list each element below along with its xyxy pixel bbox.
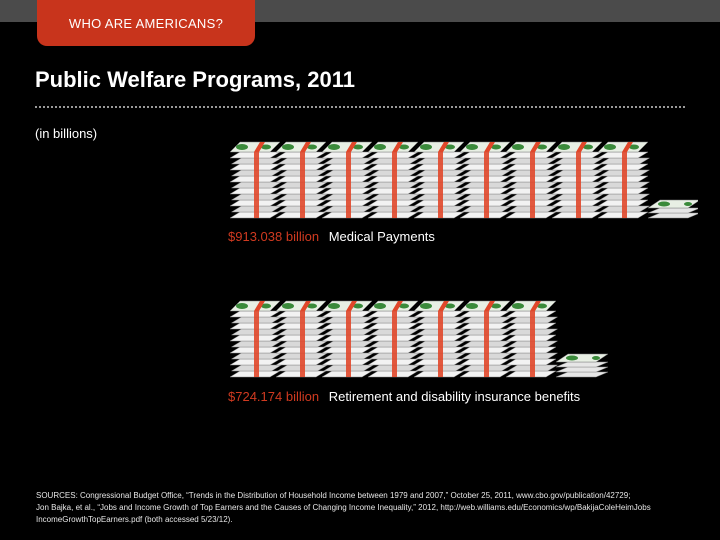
money-stack — [275, 300, 329, 378]
money-stack — [413, 300, 467, 378]
program-row-retirement: $724.174 billion Retirement and disabili… — [228, 389, 580, 404]
sources-footnote: SOURCES: Congressional Budget Office, “T… — [36, 490, 696, 526]
money-stack — [229, 300, 283, 378]
money-stack — [275, 141, 329, 219]
sources-line: IncomeGrowthTopEarners.pdf (both accesse… — [36, 515, 233, 524]
page-title: Public Welfare Programs, 2011 — [35, 67, 355, 92]
money-stacks-retirement — [229, 300, 609, 378]
money-stack — [597, 141, 651, 219]
program-label: Retirement and disability insurance bene… — [328, 389, 581, 404]
sources-line: SOURCES: Congressional Budget Office, “T… — [36, 491, 631, 500]
money-stack — [229, 141, 283, 219]
money-stack — [505, 300, 559, 378]
program-row-medical: $913.038 billion Medical Payments — [228, 229, 435, 244]
program-label: Medical Payments — [328, 229, 435, 244]
money-stack — [367, 141, 421, 219]
program-amount: $724.174 billion — [228, 389, 320, 404]
sources-line: Jon Bajka, et al., “Jobs and Income Grow… — [36, 503, 651, 512]
money-stack — [505, 141, 559, 219]
money-stacks-medical — [229, 141, 698, 219]
section-tab: WHO ARE AMERICANS? — [37, 0, 255, 46]
partial-money-stack — [647, 199, 698, 219]
money-stack — [367, 300, 421, 378]
money-stack — [459, 300, 513, 378]
money-stack — [321, 141, 375, 219]
units-note: (in billions) — [35, 126, 98, 141]
money-stack — [321, 300, 375, 378]
money-stack — [551, 141, 605, 219]
partial-money-stack — [555, 353, 609, 378]
program-amount: $913.038 billion — [228, 229, 320, 244]
money-stack — [459, 141, 513, 219]
dotted-divider — [35, 106, 685, 108]
money-stack — [413, 141, 467, 219]
